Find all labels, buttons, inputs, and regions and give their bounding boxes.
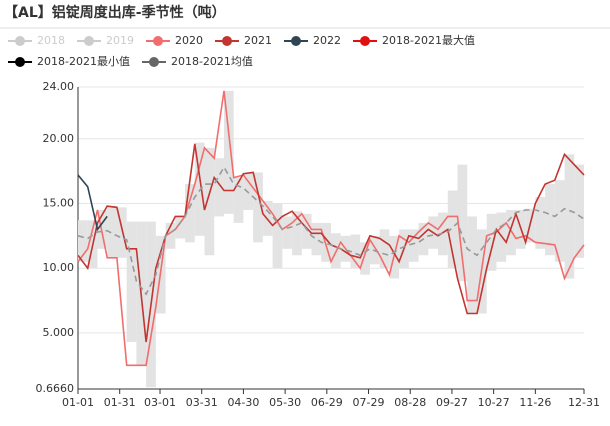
range-band [165,222,176,249]
y-tick-label: 0.6660 [36,382,75,395]
x-tick-label: 03-31 [186,396,218,409]
x-tick-label: 12-31 [568,396,600,409]
legend-item[interactable]: 2018 [8,34,65,47]
legend-item[interactable]: 2018-2021最大值 [353,33,475,47]
x-tick-label: 10-27 [478,396,510,409]
range-band [116,207,127,258]
range-band [506,209,516,256]
x-tick-label: 08-28 [394,396,426,409]
range-band [107,206,117,258]
range-band [262,200,273,236]
range-band [350,234,361,269]
range-band [272,203,283,269]
range-band [554,180,565,262]
x-tick-label: 06-29 [311,396,343,409]
range-band [214,158,224,217]
y-tick-label: 10.00 [43,261,75,274]
x-tick-label: 09-27 [436,396,468,409]
range-band [408,229,419,262]
legend-label: 2019 [106,34,134,47]
range-band [457,164,468,282]
y-tick-label: 5.000 [43,326,75,339]
legend-marker [291,36,301,46]
range-band [574,164,584,258]
range-band [311,222,322,256]
legend-marker [222,36,232,46]
x-tick-label: 01-01 [62,396,94,409]
range-band [175,216,186,239]
legend-marker [84,36,94,46]
range-band [78,220,88,262]
legend-item[interactable]: 2021 [215,34,272,47]
range-band [233,177,244,223]
legend-marker [148,57,159,67]
range-band [379,229,390,269]
series-line [77,90,585,367]
legend-label: 2018 [37,34,65,47]
x-tick-label: 07-29 [353,396,385,409]
legend-marker [360,36,370,46]
x-tick-label: 01-31 [104,396,136,409]
range-band [321,222,331,262]
range-band [282,216,293,249]
range-band [564,154,575,279]
legend-label: 2018-2021最小值 [37,55,130,68]
chart-title: 【AL】铝锭周度出库-季节性（吨） [4,4,226,21]
range-band [535,197,546,249]
range-band [360,242,370,275]
x-tick-label: 04-30 [227,396,259,409]
range-band [467,216,477,314]
legend-marker [15,36,25,46]
range-band [185,184,195,243]
legend-marker [153,36,163,46]
legend-label: 2018-2021均值 [171,55,253,68]
range-band [301,213,312,249]
legend-item[interactable]: 2020 [146,34,203,47]
range-band [253,172,263,243]
y-tick-label: 24.00 [43,80,75,93]
legend-label: 2018-2021最大值 [382,33,475,47]
range-band [126,221,137,342]
legend-item[interactable]: 2022 [284,34,341,47]
range-band [204,147,215,256]
y-tick-label: 20.00 [43,132,75,145]
legend-item[interactable]: 2019 [77,34,134,47]
x-tick-label: 05-30 [269,396,301,409]
mean-line [77,165,585,296]
range-band [486,213,497,271]
range-band [447,190,458,269]
range-band [223,90,234,214]
legend-label: 2021 [244,34,272,47]
series-line [77,174,108,232]
legend-label: 2022 [313,34,341,47]
legend-marker [15,57,25,67]
y-tick-label: 15.00 [43,196,75,209]
range-band [292,211,302,256]
x-tick-label: 03-01 [144,396,176,409]
legend-label: 2020 [175,34,203,47]
range-band [545,184,555,256]
legend-item[interactable]: 2018-2021最小值 [8,55,130,68]
x-tick-label: 11-26 [519,396,551,409]
legend-item[interactable]: 2018-2021均值 [141,55,253,68]
range-band [97,209,108,249]
